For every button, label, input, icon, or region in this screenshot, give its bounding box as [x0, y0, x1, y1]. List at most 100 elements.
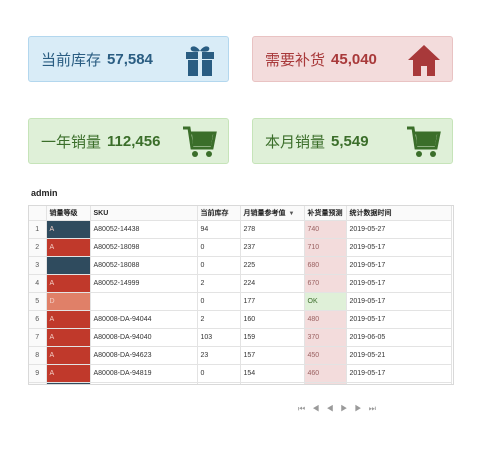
row-number-cell: 8 [29, 346, 47, 365]
table-row[interactable]: 9 A A80008-DA-94819 0 154 460 2019-05-17 [29, 364, 452, 383]
stock-cell: 103 [197, 328, 241, 347]
restock-card: 需要补货 45,040 [252, 36, 453, 82]
row-number-cell: 9 [29, 364, 47, 383]
table-row[interactable]: 4 A A80052-14999 2 224 670 2019-05-17 [29, 274, 452, 293]
stock-cell: 23 [197, 346, 241, 365]
row-number-cell: 5 [29, 292, 47, 311]
month-sales-value: 5,549 [331, 132, 369, 150]
sku-grid-panel: admin 销量等级 SKU 当前库存 月销量参考值 ▼ 补货量预测 统计数据时间… [28, 186, 454, 416]
forecast-cell: 670 [304, 274, 347, 293]
row-number-cell: 2 [29, 238, 47, 257]
level-cell [46, 256, 91, 275]
row-number-cell: 6 [29, 310, 47, 329]
header-row: 销量等级 SKU 当前库存 月销量参考值 ▼ 补货量预测 统计数据时间 [29, 206, 452, 221]
sku-cell: A80008-DA-94623 [90, 346, 198, 365]
level-cell: D [46, 292, 91, 311]
level-cell: A [46, 220, 91, 239]
date-cell: 2019-05-21 [346, 346, 452, 365]
date-cell: 2019-05-17 [346, 292, 452, 311]
cart-icon [407, 126, 441, 157]
date-cell: 2019-05-17 [346, 364, 452, 383]
forecast-cell: 480 [304, 310, 347, 329]
year-sales-card: 一年销量 112,456 [28, 118, 229, 164]
col-stock-header[interactable]: 当前库存 [197, 206, 241, 221]
stock-value: 57,584 [107, 50, 153, 68]
forecast-cell: 710 [304, 238, 347, 257]
year-sales-label: 一年销量 [41, 133, 102, 151]
monthly-sales-cell: 225 [240, 256, 305, 275]
monthly-sales-cell: 154 [240, 364, 305, 383]
table-row[interactable]: 10 A80052-1237801504502019-05-17 [29, 382, 452, 384]
stock-cell: 2 [197, 274, 241, 293]
last-page-icon[interactable]: ⏭ [368, 404, 383, 413]
row-number-cell: 4 [29, 274, 47, 293]
table-row[interactable]: 1 A A80052-14438 94 278 740 2019-05-27 [29, 220, 452, 239]
prev-page-icon[interactable]: ◀◀ [312, 404, 341, 413]
level-cell: A [46, 274, 91, 293]
level-cell: A [46, 328, 91, 347]
stock-cell: 0 [197, 382, 241, 384]
table-row[interactable]: 8 A A80008-DA-94623 23 157 450 2019-05-21 [29, 346, 452, 365]
next-page-icon[interactable]: ▶▶ [340, 404, 369, 413]
sku-grid[interactable]: 销量等级 SKU 当前库存 月销量参考值 ▼ 补货量预测 统计数据时间 1 A A80… [28, 205, 454, 385]
forecast-cell: 460 [304, 364, 347, 383]
forecast-cell: 370 [304, 328, 347, 347]
date-cell: 2019-05-17 [346, 256, 452, 275]
forecast-cell: 740 [304, 220, 347, 239]
col-level-header[interactable]: 销量等级 [46, 206, 91, 221]
stock-cell: 94 [197, 220, 241, 239]
monthly-sales-cell: 150 [240, 382, 305, 384]
sku-table: 销量等级 SKU 当前库存 月销量参考值 ▼ 补货量预测 统计数据时间 1 A A80… [29, 206, 452, 384]
date-cell: 2019-05-17 [346, 238, 452, 257]
forecast-cell: 680 [304, 256, 347, 275]
sort-desc-icon: ▼ [288, 211, 295, 217]
stock-cell: 0 [197, 292, 241, 311]
sku-cell: A80052-12378 [90, 382, 198, 384]
monthly-sales-cell: 224 [240, 274, 305, 293]
table-row[interactable]: 2 A A80052-18098 0 237 710 2019-05-17 [29, 238, 452, 257]
grid-title: admin [31, 188, 58, 198]
row-number-cell: 1 [29, 220, 47, 239]
sku-cell: A80008-DA-94040 [90, 328, 198, 347]
first-page-icon[interactable]: ⏮ [298, 404, 313, 413]
monthly-sales-cell: 278 [240, 220, 305, 239]
monthly-sales-cell: 157 [240, 346, 305, 365]
col-date-header[interactable]: 统计数据时间 [346, 206, 452, 221]
table-row[interactable]: 3 A80052-18088 0 225 680 2019-05-17 [29, 256, 452, 275]
stock-cell: 2 [197, 310, 241, 329]
forecast-cell: 450 [304, 382, 347, 384]
date-cell: 2019-05-17 [346, 310, 452, 329]
stock-cell: 0 [197, 364, 241, 383]
month-sales-label: 本月销量 [265, 133, 326, 151]
date-cell: 2019-05-17 [346, 274, 452, 293]
col-forecast-header[interactable]: 补货量预测 [304, 206, 347, 221]
level-cell: A [46, 310, 91, 329]
monthly-sales-cell: 160 [240, 310, 305, 329]
pager: ⏮◀◀▶▶⏭ [298, 404, 383, 414]
restock-value: 45,040 [331, 50, 377, 68]
year-sales-value: 112,456 [107, 132, 161, 150]
table-row[interactable]: 5 D 0 177 OK 2019-05-17 [29, 292, 452, 311]
col-monthly-label: 月销量参考值 [243, 210, 286, 217]
col-sku-header[interactable]: SKU [90, 206, 198, 221]
row-number-cell: 7 [29, 328, 47, 347]
row-number-cell: 3 [29, 256, 47, 275]
sku-cell: A80008-DA-94044 [90, 310, 198, 329]
col-rownum-header [29, 206, 47, 221]
sku-cell: A80052-14999 [90, 274, 198, 293]
monthly-sales-cell: 237 [240, 238, 305, 257]
table-row[interactable]: 6 A A80008-DA-94044 2 160 480 2019-05-17 [29, 310, 452, 329]
level-cell: A [46, 346, 91, 365]
col-monthly-header[interactable]: 月销量参考值 ▼ [240, 206, 305, 221]
level-cell [46, 382, 91, 384]
stock-cell: 0 [197, 238, 241, 257]
sku-cell [90, 292, 198, 311]
date-cell: 2019-05-17 [346, 382, 452, 384]
stock-cell: 0 [197, 256, 241, 275]
sku-cell: A80052-14438 [90, 220, 198, 239]
level-cell: A [46, 238, 91, 257]
forecast-cell: 450 [304, 346, 347, 365]
table-row[interactable]: 7 A A80008-DA-94040 103 159 370 2019-06-05 [29, 328, 452, 347]
sku-cell: A80008-DA-94819 [90, 364, 198, 383]
date-cell: 2019-06-05 [346, 328, 452, 347]
